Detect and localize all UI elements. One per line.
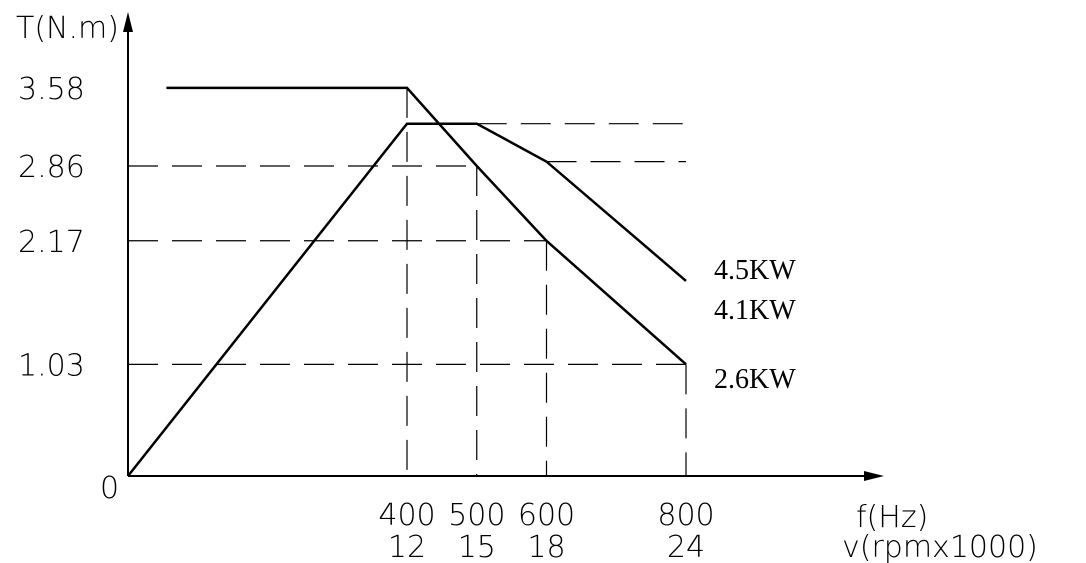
power-annotation: 4.5KW — [714, 255, 796, 286]
x-tick-label-v: 18 — [527, 530, 565, 563]
x-tick-label-f: 800 — [657, 498, 714, 533]
guide-lines — [128, 88, 686, 476]
power-annotation: 2.6KW — [714, 364, 796, 395]
y-tick-label: 3.58 — [18, 72, 85, 107]
power-annotations: 4.5KW 4.1KW 2.6KW — [714, 255, 796, 395]
x-tick-label-f: 400 — [378, 498, 435, 533]
y-tick-label: 2.17 — [18, 225, 85, 260]
x-tick-label-f: 600 — [518, 498, 575, 533]
y-tick-labels: 3.58 2.86 2.17 1.03 — [18, 72, 85, 383]
y-tick-label: 2.86 — [18, 150, 85, 185]
x-axis-secondary-title: v(rpmx1000) — [842, 530, 1038, 563]
y-tick-label: 1.03 — [18, 348, 85, 383]
y-axis-title: T(N.m) — [16, 11, 119, 46]
x-tick-label-v: 15 — [458, 530, 496, 563]
power-annotation: 4.1KW — [714, 295, 796, 326]
torque-curve — [166, 88, 686, 364]
x-tick-label-f: 500 — [448, 498, 505, 533]
y-axis-arrow — [123, 12, 133, 32]
x-tick-label-v: 24 — [667, 530, 705, 563]
x-axis-arrow — [864, 471, 884, 481]
x-tick-label-v: 12 — [388, 530, 426, 563]
origin-label: 0 — [100, 471, 119, 506]
